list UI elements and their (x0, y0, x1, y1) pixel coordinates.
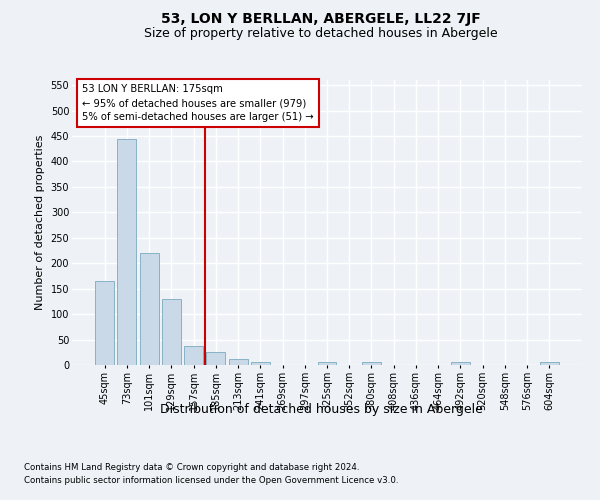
Bar (95, 281, 114, 365)
Text: 53 LON Y BERLLAN: 175sqm
← 95% of detached houses are smaller (979)
5% of semi-d: 53 LON Y BERLLAN: 175sqm ← 95% of detach… (82, 84, 314, 122)
Bar (362, 362, 381, 365)
Text: Contains public sector information licensed under the Open Government Licence v3: Contains public sector information licen… (24, 476, 398, 485)
Bar (184, 346, 203, 365)
Bar (317, 362, 337, 365)
Y-axis label: Number of detached properties: Number of detached properties (35, 135, 45, 310)
Bar (162, 299, 181, 365)
Bar (206, 352, 225, 365)
Bar (451, 362, 470, 365)
Bar (251, 362, 270, 365)
Bar (229, 360, 248, 365)
Bar (540, 362, 559, 365)
Bar (140, 253, 158, 365)
Text: Size of property relative to detached houses in Abergele: Size of property relative to detached ho… (144, 28, 498, 40)
Text: Contains HM Land Registry data © Crown copyright and database right 2024.: Contains HM Land Registry data © Crown c… (24, 462, 359, 471)
Text: 53, LON Y BERLLAN, ABERGELE, LL22 7JF: 53, LON Y BERLLAN, ABERGELE, LL22 7JF (161, 12, 481, 26)
Bar (118, 138, 136, 365)
Text: Distribution of detached houses by size in Abergele: Distribution of detached houses by size … (160, 402, 482, 415)
